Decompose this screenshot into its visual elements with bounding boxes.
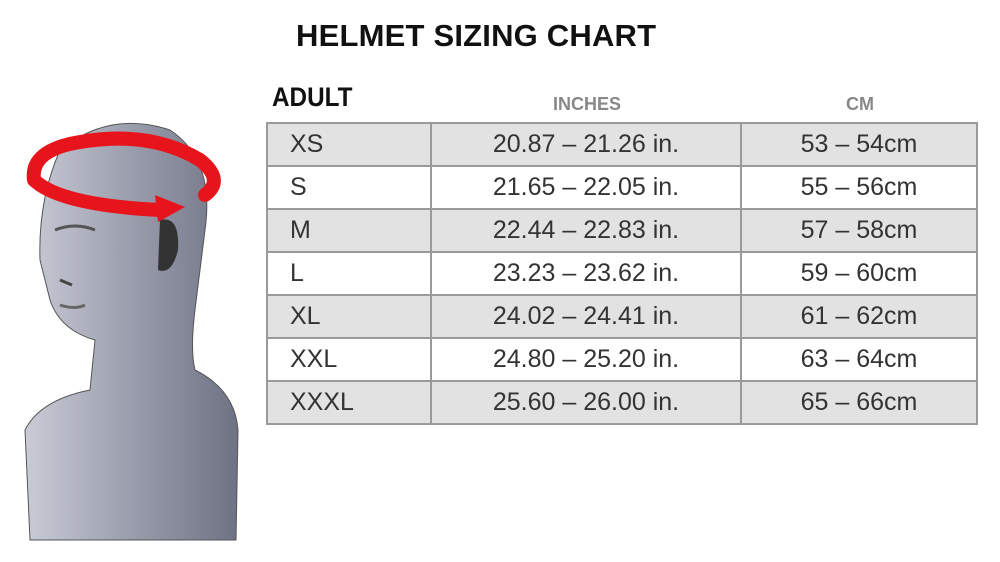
measurement-arrow-icon <box>26 131 221 202</box>
inches-cell: 20.87 – 21.26 in. <box>430 122 742 167</box>
table-row: XXXL 25.60 – 26.00 in. 65 – 66cm <box>266 380 978 425</box>
table-row: M 22.44 – 22.83 in. 57 – 58cm <box>266 208 978 253</box>
cm-cell: 53 – 54cm <box>740 122 978 167</box>
table-row: S 21.65 – 22.05 in. 55 – 56cm <box>266 165 978 210</box>
table-row: XS 20.87 – 21.26 in. 53 – 54cm <box>266 122 978 167</box>
cm-cell: 55 – 56cm <box>740 165 978 210</box>
chart-title: HELMET SIZING CHART <box>296 18 657 53</box>
column-header-inches: INCHES <box>552 94 621 114</box>
cm-cell: 59 – 60cm <box>740 251 978 296</box>
inches-cell: 24.02 – 24.41 in. <box>430 294 742 339</box>
inches-cell: 25.60 – 26.00 in. <box>430 380 742 425</box>
table-row: L 23.23 – 23.62 in. 59 – 60cm <box>266 251 978 296</box>
size-cell: L <box>266 251 432 296</box>
table-row: XXL 24.80 – 25.20 in. 63 – 64cm <box>266 337 978 382</box>
section-label: ADULT <box>272 82 353 112</box>
inches-cell: 24.80 – 25.20 in. <box>430 337 742 382</box>
size-cell: XL <box>266 294 432 339</box>
table-row: XL 24.02 – 24.41 in. 61 – 62cm <box>266 294 978 339</box>
column-header-cm: CM <box>846 94 874 114</box>
inches-cell: 23.23 – 23.62 in. <box>430 251 742 296</box>
size-cell: S <box>266 165 432 210</box>
sizing-table: XS 20.87 – 21.26 in. 53 – 54cm S 21.65 – 22… <box>266 122 978 425</box>
cm-cell: 63 – 64cm <box>740 337 978 382</box>
inches-cell: 21.65 – 22.05 in. <box>430 165 742 210</box>
cm-cell: 57 – 58cm <box>740 208 978 253</box>
size-cell: XXXL <box>266 380 432 425</box>
cm-cell: 61 – 62cm <box>740 294 978 339</box>
inches-cell: 22.44 – 22.83 in. <box>430 208 742 253</box>
size-cell: XS <box>266 122 432 167</box>
mannequin-head-illustration <box>24 122 239 541</box>
size-cell: XXL <box>266 337 432 382</box>
size-cell: M <box>266 208 432 253</box>
cm-cell: 65 – 66cm <box>740 380 978 425</box>
